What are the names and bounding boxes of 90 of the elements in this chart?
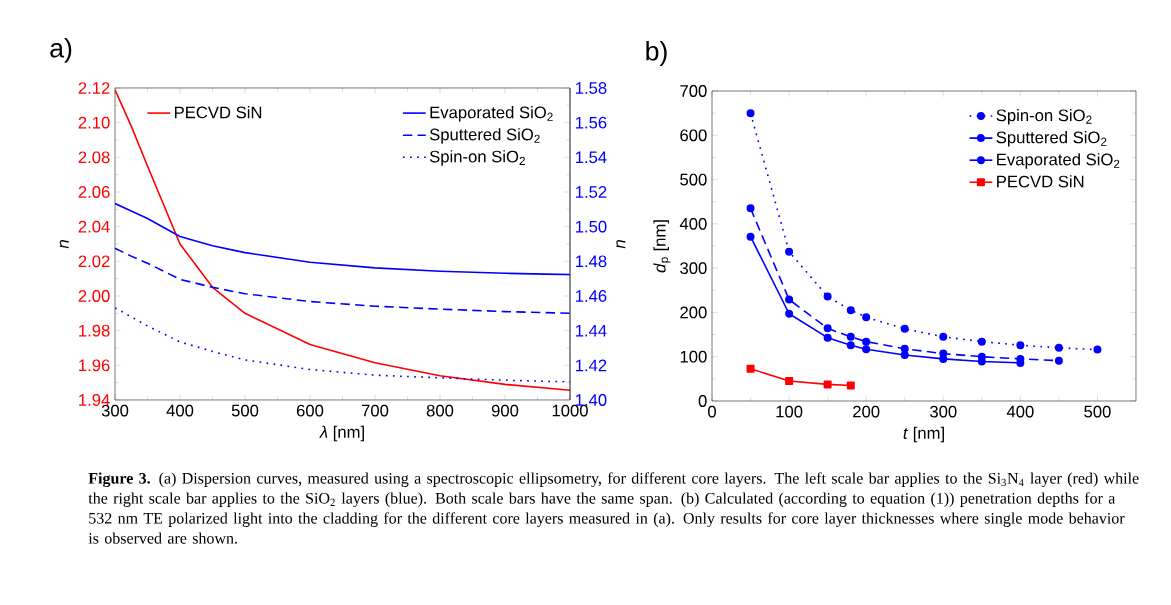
line-series <box>115 202 570 276</box>
chart-title: a) <box>50 37 72 63</box>
x-tick-label: 600 <box>296 404 324 417</box>
x-tick-label: 1000 <box>552 404 588 417</box>
legend-label: Spin-on SiO$_{2}$ <box>429 150 525 166</box>
point <box>900 350 909 359</box>
point <box>900 344 909 353</box>
x-axis-title: λ [nm] <box>319 425 364 442</box>
point <box>846 306 855 315</box>
point <box>785 309 794 318</box>
x-axis-title: t [nm] <box>903 426 944 443</box>
point <box>823 292 832 301</box>
y-tick-label: 2.00 <box>78 290 110 302</box>
x-tick-label: 800 <box>426 404 454 417</box>
text: Figure 3. (a) Dispersion curves, measured using a spectroscopic ellipsometry, for different core layers. The left scale bar applies to the Si$_{3}$N$_{4}$ layer (red) while the right scale bar applies to the SiO$_{2}$ layers (blue). Both scale bars have the same span. (b) Calculated (according to equation (1)) penetration depths for a 532 nm TE polarized light into the cladding for the different core layers measured in (a). Only results for core layer thicknesses where single mode behavior is observed are shown. <box>88 472 1139 544</box>
point <box>746 364 755 373</box>
point <box>1093 345 1102 354</box>
point <box>862 345 871 354</box>
x-tick-label: 300 <box>930 405 957 418</box>
point <box>939 332 948 341</box>
y-tick-label: 1.94 <box>79 394 110 406</box>
y2-tick-label: 1.40 <box>575 394 607 406</box>
y2-axis-title: n <box>616 240 626 249</box>
y-axis-title: n <box>59 240 69 249</box>
x-tick-label: 100 <box>776 405 803 418</box>
x-tick-label: 400 <box>1006 405 1034 418</box>
x-tick-label: 400 <box>166 404 194 417</box>
y-tick-label: 600 <box>680 129 707 142</box>
x-tick-label: 300 <box>101 404 129 417</box>
x-tick-label: 500 <box>1084 405 1111 418</box>
point <box>846 341 855 350</box>
point <box>785 295 794 304</box>
legend-label: Spin-on SiO$_{2}$ <box>996 108 1092 125</box>
point <box>1016 341 1025 350</box>
y-tick-label: 2.12 <box>78 82 110 94</box>
point <box>785 377 794 386</box>
line-series <box>115 247 570 315</box>
point <box>900 324 909 333</box>
y2-tick-label: 1.56 <box>575 116 607 129</box>
point <box>823 333 832 342</box>
point <box>746 109 755 118</box>
y-tick-label: 300 <box>680 262 707 275</box>
point <box>846 332 855 341</box>
y-tick-label: 2.02 <box>78 255 110 268</box>
point <box>862 337 871 346</box>
chart-title: b) <box>646 41 667 66</box>
x-tick-label: 700 <box>361 404 389 417</box>
y2-tick-label: 1.46 <box>575 290 607 302</box>
point <box>823 324 832 333</box>
point <box>977 357 986 366</box>
x-tick-label: 500 <box>231 404 259 417</box>
legend-label: PECVD SiN <box>174 106 262 119</box>
point <box>785 247 794 256</box>
x-tick-label: 200 <box>853 405 880 418</box>
y-tick-label: 0 <box>698 395 707 407</box>
legend-label: Evaporated SiO$_{2}$ <box>997 153 1120 169</box>
y2-tick-label: 1.52 <box>575 186 607 198</box>
y-tick-label: 1.96 <box>79 359 110 372</box>
y2-tick-label: 1.44 <box>575 324 607 337</box>
y2-tick-label: 1.48 <box>575 255 607 268</box>
point <box>746 204 755 213</box>
y-tick-label: 1.98 <box>79 324 110 337</box>
y2-tick-label: 1.58 <box>575 82 607 94</box>
point <box>823 380 832 389</box>
point <box>1054 356 1063 365</box>
legend-label: Evaporated SiO$_{2}$ <box>430 106 553 122</box>
y2-tick-label: 1.54 <box>575 151 607 164</box>
y-tick-label: 100 <box>680 350 707 363</box>
y-tick-label: 400 <box>679 217 707 230</box>
x-tick-label: 900 <box>491 404 519 417</box>
y-axis-title: d$_{p}$ [nm] <box>653 220 671 273</box>
y-tick-label: 700 <box>680 85 707 97</box>
x-tick-label: 0 <box>708 405 716 418</box>
y-tick-label: 500 <box>680 173 707 186</box>
y2-tick-label: 1.50 <box>575 220 607 233</box>
point <box>746 232 755 241</box>
y-tick-label: 2.04 <box>78 220 110 233</box>
y-tick-label: 2.08 <box>78 151 110 164</box>
y2-tick-label: 1.42 <box>575 359 607 372</box>
legend-label: Sputtered SiO$_{2}$ <box>996 131 1107 147</box>
y-tick-label: 2.06 <box>78 186 110 198</box>
line-series <box>115 88 570 392</box>
legend-label: Sputtered SiO$_{2}$ <box>429 128 540 144</box>
point <box>977 337 986 346</box>
point <box>1054 343 1063 352</box>
y-tick-label: 2.10 <box>78 116 110 129</box>
y-tick-label: 200 <box>680 306 707 319</box>
point <box>862 313 871 322</box>
legend-label: PECVD SiN <box>997 175 1084 188</box>
point <box>846 381 855 390</box>
